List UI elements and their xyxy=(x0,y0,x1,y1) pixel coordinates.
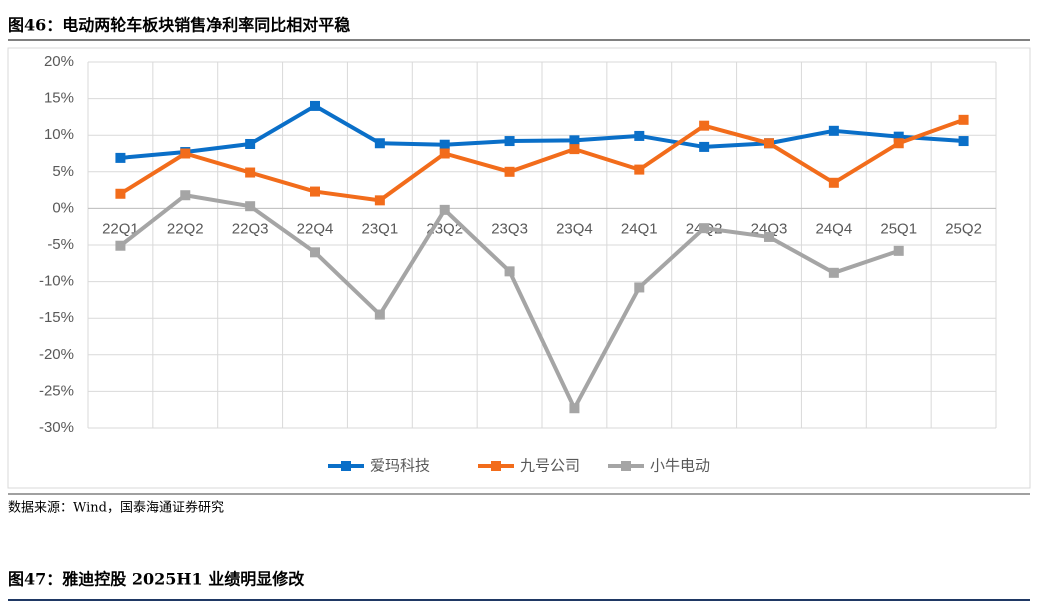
marker xyxy=(634,130,645,141)
marker xyxy=(439,148,450,159)
marker xyxy=(893,245,904,256)
marker xyxy=(958,114,969,125)
marker xyxy=(504,266,515,277)
y-tick-label: -25% xyxy=(39,382,74,399)
chart-frame xyxy=(7,47,1031,489)
legend-marker xyxy=(621,461,631,471)
y-tick-label: -5% xyxy=(47,236,74,253)
marker xyxy=(115,152,126,163)
x-tick-label: 23Q1 xyxy=(362,220,399,237)
chart: -30% -25% -20% -15% -10% -5% 0% 5% 10% 15% 20% 22Q1… xyxy=(39,53,997,475)
marker xyxy=(634,282,645,293)
x-tick-label: 22Q2 xyxy=(167,220,204,237)
marker xyxy=(764,231,774,242)
marker xyxy=(569,144,580,155)
marker xyxy=(504,136,515,147)
marker xyxy=(828,125,839,136)
marker xyxy=(439,139,450,150)
legend-label: 爱玛科技 xyxy=(370,457,430,475)
marker xyxy=(893,138,904,149)
marker xyxy=(764,138,774,149)
marker xyxy=(828,177,839,188)
x-tick-label: 25Q2 xyxy=(945,220,982,237)
x-tick-label: 23Q3 xyxy=(491,220,528,237)
series-line xyxy=(119,117,965,203)
x-tick-label: 24Q4 xyxy=(816,220,853,237)
legend-label: 小牛电动 xyxy=(650,457,710,475)
y-tick-label: -30% xyxy=(39,419,74,436)
legend-marker xyxy=(341,461,351,471)
marker xyxy=(504,166,515,177)
marker xyxy=(245,201,256,212)
marker xyxy=(374,195,385,206)
series-line xyxy=(120,103,964,160)
y-tick-label: 10% xyxy=(44,126,74,143)
next-figure-title: 图47：雅迪控股 2025H1 业绩明显修改 xyxy=(8,570,305,589)
marker xyxy=(310,247,320,258)
legend-label: 九号公司 xyxy=(520,457,580,475)
y-tick-label: -20% xyxy=(39,346,74,363)
marker xyxy=(180,148,191,159)
marker xyxy=(569,135,580,146)
x-tick-label: 24Q1 xyxy=(621,220,658,237)
marker xyxy=(115,240,126,251)
legend-marker xyxy=(491,461,501,471)
source: 数据来源：Wind，国泰海通证券研究 xyxy=(8,500,224,516)
y-tick-label: -10% xyxy=(39,273,74,290)
y-tick-label: 5% xyxy=(52,163,74,180)
marker xyxy=(699,120,710,131)
marker xyxy=(115,188,126,199)
marker xyxy=(374,138,385,149)
marker xyxy=(310,100,320,111)
marker xyxy=(958,136,969,147)
figure-title: 图46：电动两轮车板块销售净利率同比相对平稳 xyxy=(8,16,350,35)
marker xyxy=(245,138,256,149)
x-tick-label: 22Q3 xyxy=(232,220,269,237)
marker xyxy=(569,403,580,414)
y-tick-label: 20% xyxy=(44,53,74,70)
marker xyxy=(699,141,710,152)
marker xyxy=(634,164,645,175)
y-tick-label: 0% xyxy=(52,199,74,216)
marker xyxy=(439,204,450,215)
marker xyxy=(828,267,839,278)
marker xyxy=(374,309,385,320)
marker xyxy=(893,131,904,142)
marker xyxy=(245,167,256,178)
x-tick-label: 25Q1 xyxy=(880,220,917,237)
marker xyxy=(310,186,320,197)
x-tick-label: 23Q4 xyxy=(556,220,593,237)
y-tick-label: 15% xyxy=(44,90,74,107)
y-tick-label: -15% xyxy=(39,309,74,326)
marker xyxy=(180,190,191,201)
marker xyxy=(699,223,710,234)
x-tick-label: 22Q4 xyxy=(297,220,334,237)
x-tick-label: 24Q3 xyxy=(751,220,788,237)
x-tick-label: 22Q1 xyxy=(102,220,139,237)
